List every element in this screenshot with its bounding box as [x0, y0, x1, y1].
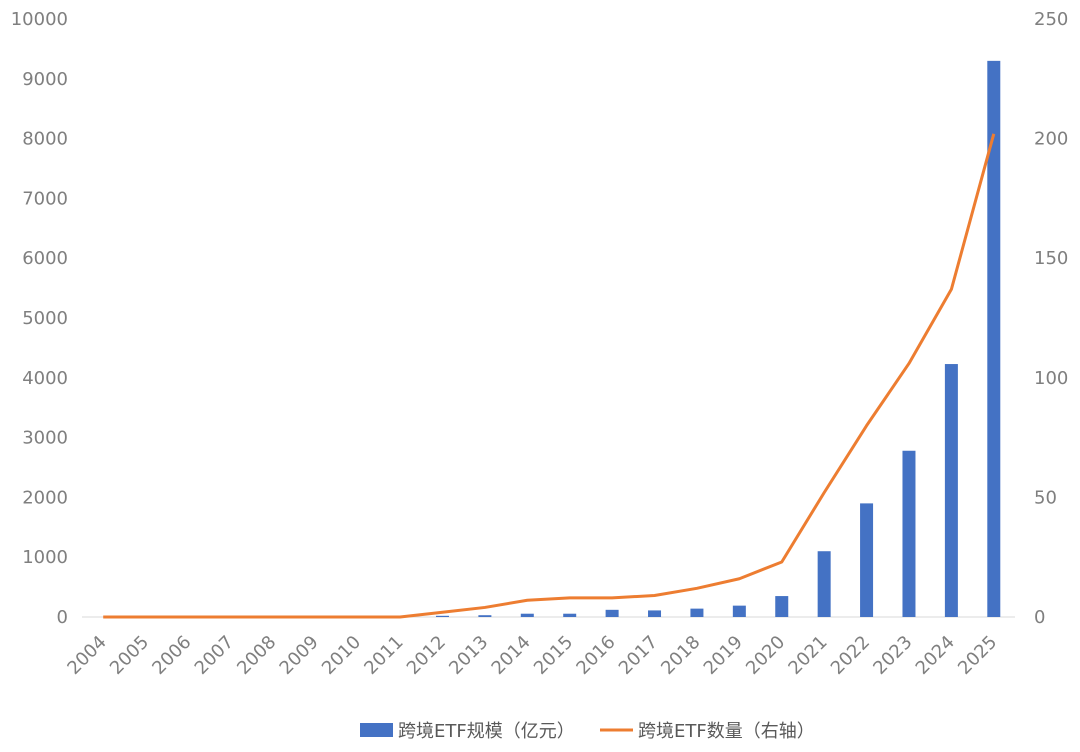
bar: [775, 596, 789, 617]
left-axis-tick-label: 7000: [22, 188, 68, 209]
x-axis-tick-label: 2011: [360, 632, 407, 679]
bar: [605, 609, 619, 617]
x-axis-tick-label: 2013: [445, 632, 492, 679]
bar: [690, 608, 704, 617]
bar-series: [435, 60, 1001, 618]
bar: [902, 450, 916, 617]
x-axis-tick-label: 2006: [148, 632, 195, 679]
left-axis-tick-label: 9000: [22, 69, 68, 90]
x-axis-tick-label: 2007: [191, 632, 238, 679]
left-axis-tick-label: 2000: [22, 487, 68, 508]
x-axis-tick-label: 2015: [530, 632, 577, 679]
left-axis-tick-label: 6000: [22, 248, 68, 269]
right-axis-tick-label: 250: [1034, 9, 1068, 30]
x-axis-tick-label: 2018: [657, 632, 704, 679]
left-axis-tick-label: 10000: [11, 9, 68, 30]
left-axis-tick-label: 0: [57, 607, 68, 628]
right-axis-tick-label: 100: [1034, 368, 1068, 389]
left-axis-ticks: 0 1000 2000 3000 4000 5000 6000 7000 8000 9000 100…: [11, 9, 68, 628]
bar: [478, 615, 492, 617]
left-axis-tick-label: 5000: [22, 308, 68, 329]
x-axis-tick-label: 2024: [912, 632, 959, 679]
x-axis-tick-label: 2017: [615, 632, 662, 679]
legend: 跨境ETF规模（亿元） 跨境ETF数量（右轴）: [360, 721, 815, 742]
x-axis-tick-label: 2016: [572, 632, 619, 679]
right-axis-tick-label: 50: [1034, 487, 1057, 508]
bar: [520, 613, 534, 617]
line-series-group: [103, 133, 996, 619]
x-axis-tick-label: 2012: [403, 632, 450, 679]
right-axis-ticks: 0 50 100 150 200 250: [1034, 9, 1068, 628]
legend-swatch-bar: [360, 723, 393, 737]
bar: [435, 615, 449, 617]
bar: [817, 551, 831, 617]
bar: [648, 610, 662, 617]
x-axis-tick-label: 2004: [63, 632, 110, 679]
x-axis-ticks: 2004200520062007200820092010201120122013…: [63, 632, 1001, 679]
left-axis-tick-label: 8000: [22, 129, 68, 150]
x-axis-tick-label: 2008: [233, 632, 280, 679]
x-axis-tick-label: 2020: [742, 632, 789, 679]
bar: [987, 60, 1001, 618]
x-axis-tick-label: 2010: [318, 632, 365, 679]
left-axis-tick-label: 4000: [22, 368, 68, 389]
series-line: [103, 133, 996, 619]
x-axis-tick-label: 2014: [488, 632, 535, 679]
left-axis-tick-label: 1000: [22, 547, 68, 568]
x-axis-tick-label: 2005: [106, 632, 153, 679]
legend-label-bar: 跨境ETF规模（亿元）: [398, 721, 575, 742]
bar: [860, 503, 874, 617]
bar: [563, 613, 577, 617]
x-axis-tick-label: 2023: [869, 632, 916, 679]
right-axis-tick-label: 150: [1034, 248, 1068, 269]
x-axis-tick-label: 2009: [276, 632, 323, 679]
bar: [944, 364, 958, 617]
left-axis-tick-label: 3000: [22, 428, 68, 449]
right-axis-tick-label: 0: [1034, 607, 1045, 628]
right-axis-tick-label: 200: [1034, 129, 1068, 150]
bar: [732, 605, 746, 617]
x-axis-tick-label: 2021: [784, 632, 831, 679]
x-axis-tick-label: 2019: [700, 632, 747, 679]
x-axis-tick-label: 2022: [827, 632, 874, 679]
x-axis-tick-label: 2025: [954, 632, 1001, 679]
legend-label-line: 跨境ETF数量（右轴）: [638, 721, 815, 742]
